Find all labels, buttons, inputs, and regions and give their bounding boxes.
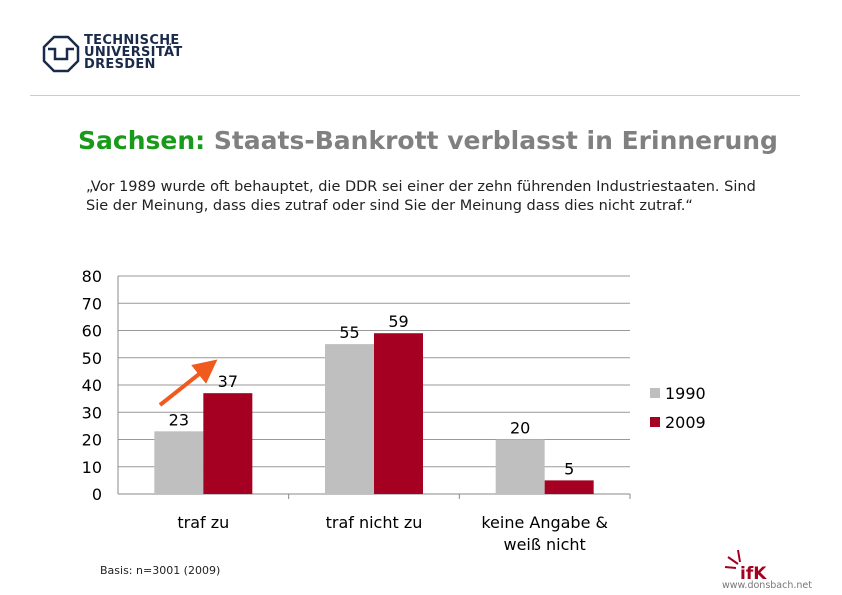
x-tick-label: traf zu <box>177 513 229 532</box>
y-tick-label: 0 <box>92 485 102 504</box>
ifk-logo: ifK <box>724 549 767 582</box>
basis-note: Basis: n=3001 (2009) <box>100 564 221 577</box>
bar-2009 <box>203 393 253 494</box>
bar-1990 <box>154 431 204 494</box>
title-prefix: Sachsen: <box>78 126 206 155</box>
bar-1990 <box>495 439 545 494</box>
logo-line: UNIVERSITÄT <box>84 45 183 60</box>
x-tick-label: keine Angabe & <box>481 513 608 532</box>
title-main: Staats-Bankrott verblasst in Erinnerung <box>213 126 778 155</box>
data-label: 59 <box>388 312 408 331</box>
survey-question: „Vor 1989 wurde oft behauptet, die DDR s… <box>86 179 756 214</box>
data-label: 37 <box>218 372 238 391</box>
data-label: 20 <box>510 419 530 438</box>
logo-line: DRESDEN <box>84 57 156 72</box>
bar-1990 <box>325 344 374 494</box>
legend-swatch <box>650 388 660 398</box>
bar-2009 <box>544 480 594 494</box>
header-divider <box>30 95 800 96</box>
logo-line: TECHNISCHE <box>84 33 180 48</box>
y-tick-label: 70 <box>82 294 102 313</box>
legend-swatch <box>650 417 660 427</box>
y-tick-label: 10 <box>82 458 102 477</box>
trend-arrow-icon <box>158 359 218 407</box>
legend-label: 1990 <box>665 384 706 403</box>
bar-2009 <box>374 333 423 494</box>
y-tick-label: 40 <box>82 376 102 395</box>
y-tick-label: 60 <box>82 322 102 341</box>
ifk-brand: ifK <box>740 564 767 582</box>
x-tick-label: traf nicht zu <box>326 513 423 532</box>
y-tick-label: 50 <box>82 349 102 368</box>
tud-logo-icon <box>42 35 80 73</box>
x-tick-label: weiß nicht <box>503 535 585 554</box>
legend-label: 2009 <box>665 413 706 432</box>
slide-title: Sachsen: Staats-Bankrott verblasst in Er… <box>78 126 778 155</box>
y-tick-label: 80 <box>82 267 102 286</box>
data-label: 23 <box>169 410 189 429</box>
ifk-url: www.donsbach.net <box>722 580 812 591</box>
data-label: 5 <box>564 459 574 478</box>
data-label: 55 <box>339 323 359 342</box>
y-tick-label: 20 <box>82 431 102 450</box>
tud-logo-text: TECHNISCHE UNIVERSITÄT DRESDEN <box>84 33 183 72</box>
y-tick-label: 30 <box>82 403 102 422</box>
